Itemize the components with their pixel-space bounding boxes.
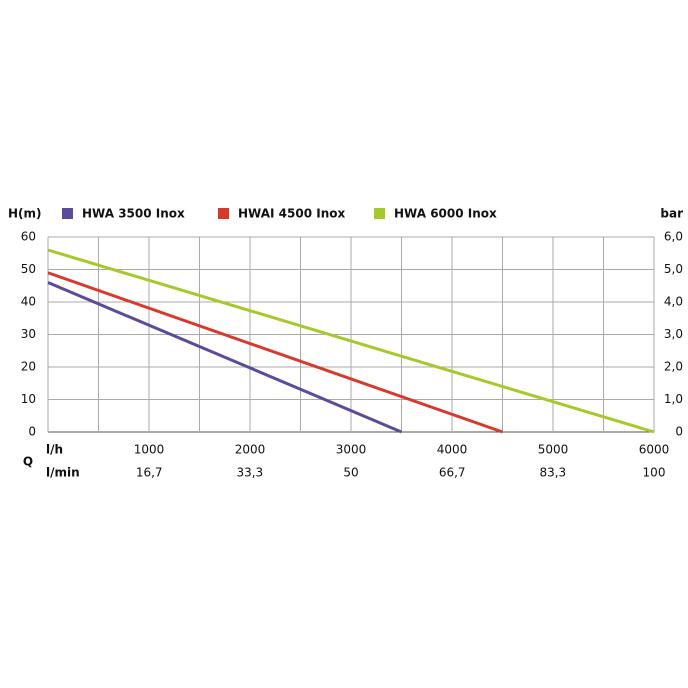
x2-tick-label: 16,7 bbox=[136, 466, 163, 480]
x2-tick-label: 66,7 bbox=[439, 466, 466, 480]
y-axis-label: H(m) bbox=[8, 207, 42, 221]
series-line bbox=[47, 281, 403, 434]
y2-tick-label: 0 bbox=[675, 425, 683, 439]
y2-tick-label: 6,0 bbox=[664, 230, 683, 244]
series-line bbox=[47, 271, 503, 434]
y2-tick-label: 3,0 bbox=[664, 327, 683, 341]
x2-tick-label: 33,3 bbox=[236, 466, 263, 480]
y-tick-label: 10 bbox=[21, 392, 36, 406]
x-axis-label: l/h bbox=[46, 443, 63, 457]
legend-swatch bbox=[374, 208, 385, 219]
x-tick-label: 6000 bbox=[639, 443, 670, 457]
legend-label: HWA 6000 Inox bbox=[394, 207, 497, 221]
y-tick-label: 60 bbox=[21, 230, 36, 244]
x-tick-label: 3000 bbox=[336, 443, 367, 457]
x-tick-label: 5000 bbox=[538, 443, 569, 457]
y2-tick-label: 4,0 bbox=[664, 295, 683, 309]
x-axis-symbol: Q bbox=[23, 455, 33, 469]
x-tick-label: 4000 bbox=[437, 443, 468, 457]
y-tick-label: 40 bbox=[21, 295, 36, 309]
y-tick-label: 20 bbox=[21, 360, 36, 374]
y-tick-label: 0 bbox=[28, 425, 36, 439]
legend-swatch bbox=[62, 208, 73, 219]
legend-label: HWAI 4500 Inox bbox=[238, 207, 345, 221]
x-tick-label: 1000 bbox=[134, 443, 165, 457]
y2-axis-label: bar bbox=[660, 207, 683, 221]
y2-tick-label: 2,0 bbox=[664, 360, 683, 374]
x2-tick-label: 50 bbox=[343, 466, 358, 480]
x-tick-label: 2000 bbox=[235, 443, 266, 457]
x2-tick-label: 100 bbox=[643, 466, 666, 480]
y2-tick-label: 5,0 bbox=[664, 262, 683, 276]
legend-swatch bbox=[218, 208, 229, 219]
y2-tick-label: 1,0 bbox=[664, 392, 683, 406]
y-tick-label: 30 bbox=[21, 327, 36, 341]
x2-tick-label: 83,3 bbox=[539, 466, 566, 480]
legend-label: HWA 3500 Inox bbox=[82, 207, 185, 221]
series-line bbox=[47, 248, 655, 434]
y-tick-label: 50 bbox=[21, 262, 36, 276]
x2-axis-label: l/min bbox=[46, 466, 80, 480]
